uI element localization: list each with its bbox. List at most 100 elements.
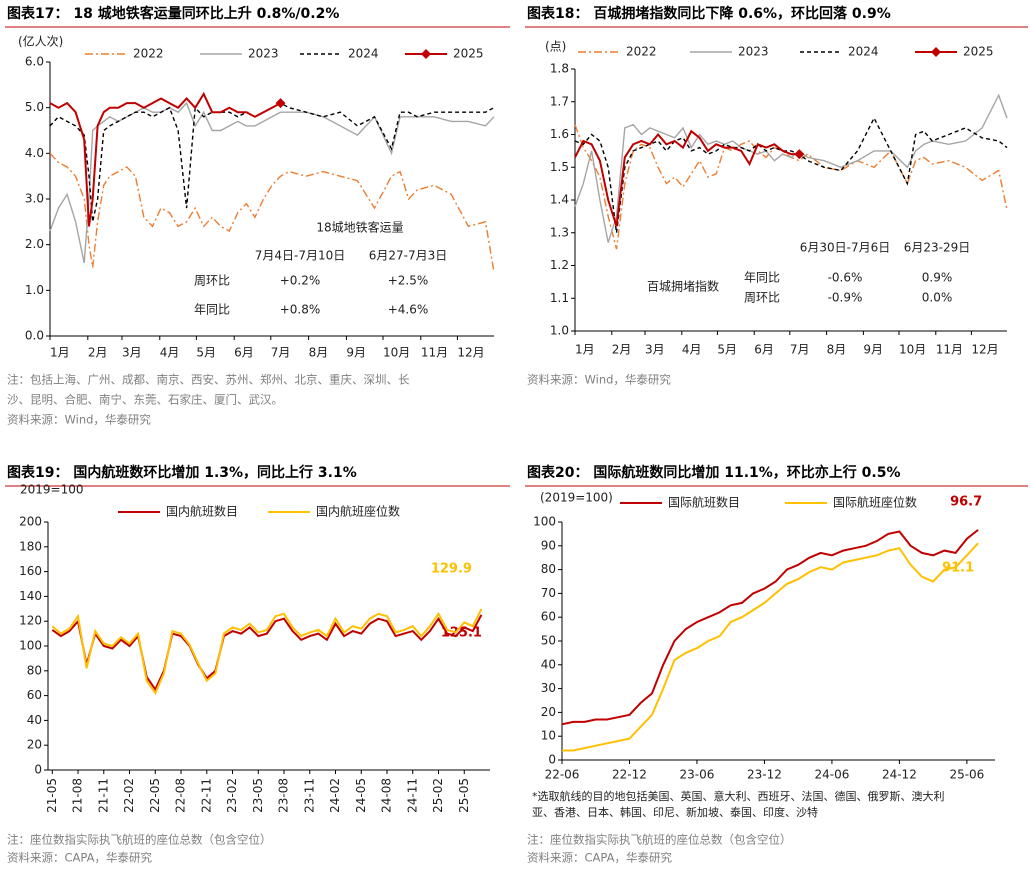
legend-label: 2023 <box>738 45 769 59</box>
x-tick-label: 2月 <box>88 346 108 360</box>
legend-marker <box>421 49 431 59</box>
y-unit: (点) <box>545 40 566 54</box>
table-column: 6月23-29日 <box>904 241 971 255</box>
x-tick-label: 21-08 <box>71 778 85 813</box>
y-tick-label: 140 <box>19 589 42 603</box>
x-tick-label: 22-05 <box>148 778 162 813</box>
x-tick-label: 23-08 <box>277 778 291 813</box>
end-value-label: 91.1 <box>942 561 974 576</box>
x-tick-label: 21-11 <box>96 778 110 813</box>
x-tick-label: 1月 <box>50 346 70 360</box>
y-tick-label: 6.0 <box>25 55 44 69</box>
series-line <box>49 91 281 227</box>
table-cell: 周环比 <box>194 274 230 288</box>
series-line <box>51 608 483 696</box>
y-tick-label: 5.0 <box>25 100 44 114</box>
y-tick-label: 3.0 <box>25 192 44 206</box>
y-tick-label: 1.8 <box>550 62 569 76</box>
table-cell: 0.0% <box>922 291 953 305</box>
y-tick-label: 1.5 <box>550 160 569 174</box>
y-tick-label: 40 <box>27 713 42 727</box>
x-tick-label: 2月 <box>612 343 632 357</box>
legend-label: 国内航班座位数 <box>316 504 400 519</box>
y-tick-label: 60 <box>541 610 556 624</box>
y-tick-label: 100 <box>19 639 42 653</box>
y-tick-label: 30 <box>541 681 556 695</box>
table-cell: 周环比 <box>744 291 780 305</box>
footnote: *选取航线的目的地包括美国、英国、意大利、西班牙、法国、德国、俄罗斯、澳大利 <box>532 789 945 803</box>
y-tick-label: 1.6 <box>550 127 569 141</box>
y-tick-label: 20 <box>541 705 556 719</box>
table-cell: 0.9% <box>922 271 953 285</box>
source: 资料来源：Wind，华泰研究 <box>7 413 151 427</box>
x-tick-label: 24-02 <box>328 778 342 813</box>
chart-title: 图表19： 国内航班数环比增加 1.3%，同比上行 3.1% <box>7 464 357 481</box>
x-tick-label: 7月 <box>790 343 810 357</box>
source: 资料来源：CAPA，华泰研究 <box>7 851 152 865</box>
legend-label: 2022 <box>626 45 657 59</box>
y-tick-label: 120 <box>19 614 42 628</box>
y-tick-label: 60 <box>27 688 42 702</box>
legend-label: 国际航班座位数 <box>833 495 917 510</box>
end-value-label: 129.9 <box>431 561 472 576</box>
x-tick-label: 22-11 <box>199 778 213 813</box>
y-tick-label: 40 <box>541 657 556 671</box>
x-tick-label: 11月 <box>421 346 448 360</box>
y-unit: 2019=100 <box>20 483 84 497</box>
x-tick-label: 11月 <box>936 343 963 357</box>
end-marker <box>275 98 286 109</box>
x-tick-label: 25-05 <box>457 778 471 813</box>
y-tick-label: 20 <box>27 738 42 752</box>
table-cell: +0.2% <box>280 274 321 288</box>
table-cell: +2.5% <box>388 274 429 288</box>
series-line <box>574 93 1008 243</box>
x-tick-label: 1月 <box>575 343 595 357</box>
y-tick-label: 200 <box>19 515 42 529</box>
x-tick-label: 24-08 <box>380 778 394 813</box>
legend-marker <box>931 47 941 57</box>
y-unit: (2019=100) <box>540 491 613 505</box>
y-tick-label: 50 <box>541 634 556 648</box>
y-tick-label: 2.0 <box>25 237 44 251</box>
x-tick-label: 3月 <box>122 346 142 360</box>
x-tick-label: 8月 <box>827 343 847 357</box>
note: 注：座位数指实际执飞航班的座位总数（包含空位） <box>7 833 272 847</box>
chart-title: 图表18： 百城拥堵指数同比下降 0.6%，环比回落 0.9% <box>527 5 891 22</box>
source: 资料来源：Wind，华泰研究 <box>527 373 671 387</box>
y-tick-label: 1.7 <box>550 94 569 108</box>
x-tick-label: 22-12 <box>612 768 647 782</box>
y-tick-label: 1.3 <box>550 225 569 239</box>
y-tick-label: 90 <box>541 538 556 552</box>
x-tick-label: 10月 <box>899 343 926 357</box>
y-tick-label: 80 <box>541 562 556 576</box>
x-tick-label: 9月 <box>863 343 883 357</box>
y-unit: (亿人次) <box>18 34 63 49</box>
x-tick-label: 24-11 <box>405 778 419 813</box>
chart-title: 图表20： 国际航班数同比增加 11.1%，环比亦上行 0.5% <box>527 464 901 481</box>
end-value-label: 125.1 <box>441 625 482 640</box>
x-tick-label: 8月 <box>309 346 329 360</box>
x-tick-label: 24-06 <box>814 768 849 782</box>
x-tick-label: 24-05 <box>354 778 368 813</box>
x-tick-label: 22-08 <box>174 778 188 813</box>
series-line <box>51 614 483 692</box>
table-cell: 年同比 <box>194 303 230 317</box>
table-cell: +4.6% <box>388 303 429 317</box>
legend-label: 2025 <box>453 47 484 61</box>
series-line <box>49 152 495 273</box>
source: 资料来源：CAPA，华泰研究 <box>527 851 672 865</box>
y-tick-label: 80 <box>27 663 42 677</box>
table-cell: -0.9% <box>828 291 863 305</box>
table-column: 6月27-7月3日 <box>369 249 448 263</box>
x-tick-label: 4月 <box>160 346 180 360</box>
y-tick-label: 160 <box>19 564 42 578</box>
series-line <box>49 101 495 264</box>
series-line <box>49 102 495 222</box>
y-tick-label: 1.1 <box>550 291 569 305</box>
y-tick-label: 1.0 <box>25 283 44 297</box>
legend-label: 国内航班数目 <box>166 504 238 519</box>
legend-label: 2022 <box>133 47 164 61</box>
x-tick-label: 23-12 <box>747 768 782 782</box>
